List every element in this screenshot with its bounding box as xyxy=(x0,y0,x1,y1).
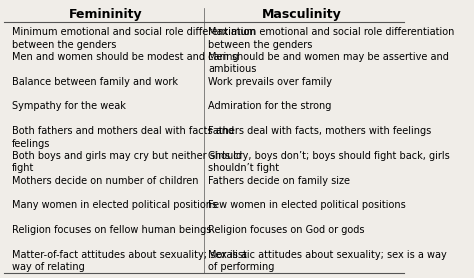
Text: Few women in elected political positions: Few women in elected political positions xyxy=(208,200,406,210)
Text: Balance between family and work: Balance between family and work xyxy=(12,77,178,87)
Text: Admiration for the strong: Admiration for the strong xyxy=(208,101,331,111)
Text: Femininity: Femininity xyxy=(69,8,143,21)
Text: Moralistic attitudes about sexuality; sex is a way
of performing: Moralistic attitudes about sexuality; se… xyxy=(208,250,447,272)
Text: Many women in elected political positions: Many women in elected political position… xyxy=(12,200,218,210)
Text: Sympathy for the weak: Sympathy for the weak xyxy=(12,101,126,111)
Text: Religion focuses on fellow human beings: Religion focuses on fellow human beings xyxy=(12,225,211,235)
Text: Fathers decide on family size: Fathers decide on family size xyxy=(208,175,350,185)
Text: Mothers decide on number of children: Mothers decide on number of children xyxy=(12,175,199,185)
Text: Masculinity: Masculinity xyxy=(262,8,342,21)
Text: Both boys and girls may cry but neither should
fight: Both boys and girls may cry but neither … xyxy=(12,151,242,173)
Text: Both fathers and mothers deal with facts and
feelings: Both fathers and mothers deal with facts… xyxy=(12,126,234,148)
Text: Religion focuses on God or gods: Religion focuses on God or gods xyxy=(208,225,365,235)
Text: Work prevails over family: Work prevails over family xyxy=(208,77,332,87)
Text: Minimum emotional and social role differentiation
between the genders: Minimum emotional and social role differ… xyxy=(12,27,256,50)
Text: Girls cry, boys don’t; boys should fight back, girls
shouldn’t fight: Girls cry, boys don’t; boys should fight… xyxy=(208,151,450,173)
Text: Men should be and women may be assertive and
ambitious: Men should be and women may be assertive… xyxy=(208,52,449,75)
Text: Men and women should be modest and caring: Men and women should be modest and carin… xyxy=(12,52,239,62)
Text: Fathers deal with facts, mothers with feelings: Fathers deal with facts, mothers with fe… xyxy=(208,126,431,136)
Text: Maximum emotional and social role differentiation
between the genders: Maximum emotional and social role differ… xyxy=(208,27,454,50)
Text: Matter-of-fact attitudes about sexuality; sex is a
way of relating: Matter-of-fact attitudes about sexuality… xyxy=(12,250,247,272)
